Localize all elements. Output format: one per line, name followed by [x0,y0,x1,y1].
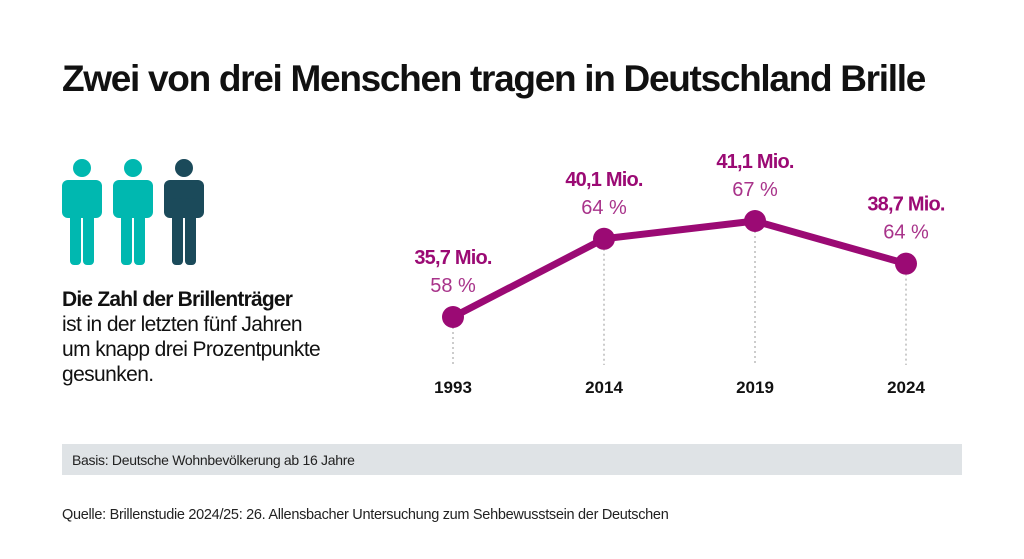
x-tick-label: 1993 [434,378,472,397]
value-label: 41,1 Mio. [716,151,794,173]
line-chart: 35,7 Mio. 58 % 1993 40,1 Mio. 64 % 2014 41,1 M… [414,151,945,397]
person-icon [113,159,153,265]
basis-note: Basis: Deutsche Wohnbevölkerung ab 16 Ja… [62,444,962,475]
basis-text: Basis: Deutsche Wohnbevölkerung ab 16 Ja… [72,452,355,468]
lead-line: um knapp drei Prozentpunkte [62,338,321,361]
data-point [895,252,917,275]
value-label: 38,7 Mio. [867,194,945,216]
percent-label: 67 % [732,179,778,201]
lead-bold: Die Zahl der Brillenträger [62,288,293,311]
lead-line: gesunken. [62,363,154,386]
x-tick-label: 2014 [585,378,623,397]
x-tick-label: 2024 [887,378,925,397]
value-label: 35,7 Mio. [414,247,492,269]
people-icons [62,159,204,265]
data-point [593,227,615,250]
data-point [442,306,464,328]
lead-text: Die Zahl der Brillenträger ist in der le… [62,287,321,387]
x-tick-label: 2019 [736,378,774,397]
series-line [451,217,907,321]
percent-label: 58 % [430,275,476,297]
lead-line: ist in der letzten fünf Jahren [62,313,303,336]
person-icon [164,159,204,265]
percent-label: 64 % [883,222,929,244]
data-point [744,210,766,232]
person-icon [62,159,102,265]
page-title: Zwei von drei Menschen tragen in Deutsch… [62,58,926,99]
value-label: 40,1 Mio. [565,169,643,191]
percent-label: 64 % [581,197,627,219]
source-note: Quelle: Brillenstudie 2024/25: 26. Allen… [62,507,669,523]
